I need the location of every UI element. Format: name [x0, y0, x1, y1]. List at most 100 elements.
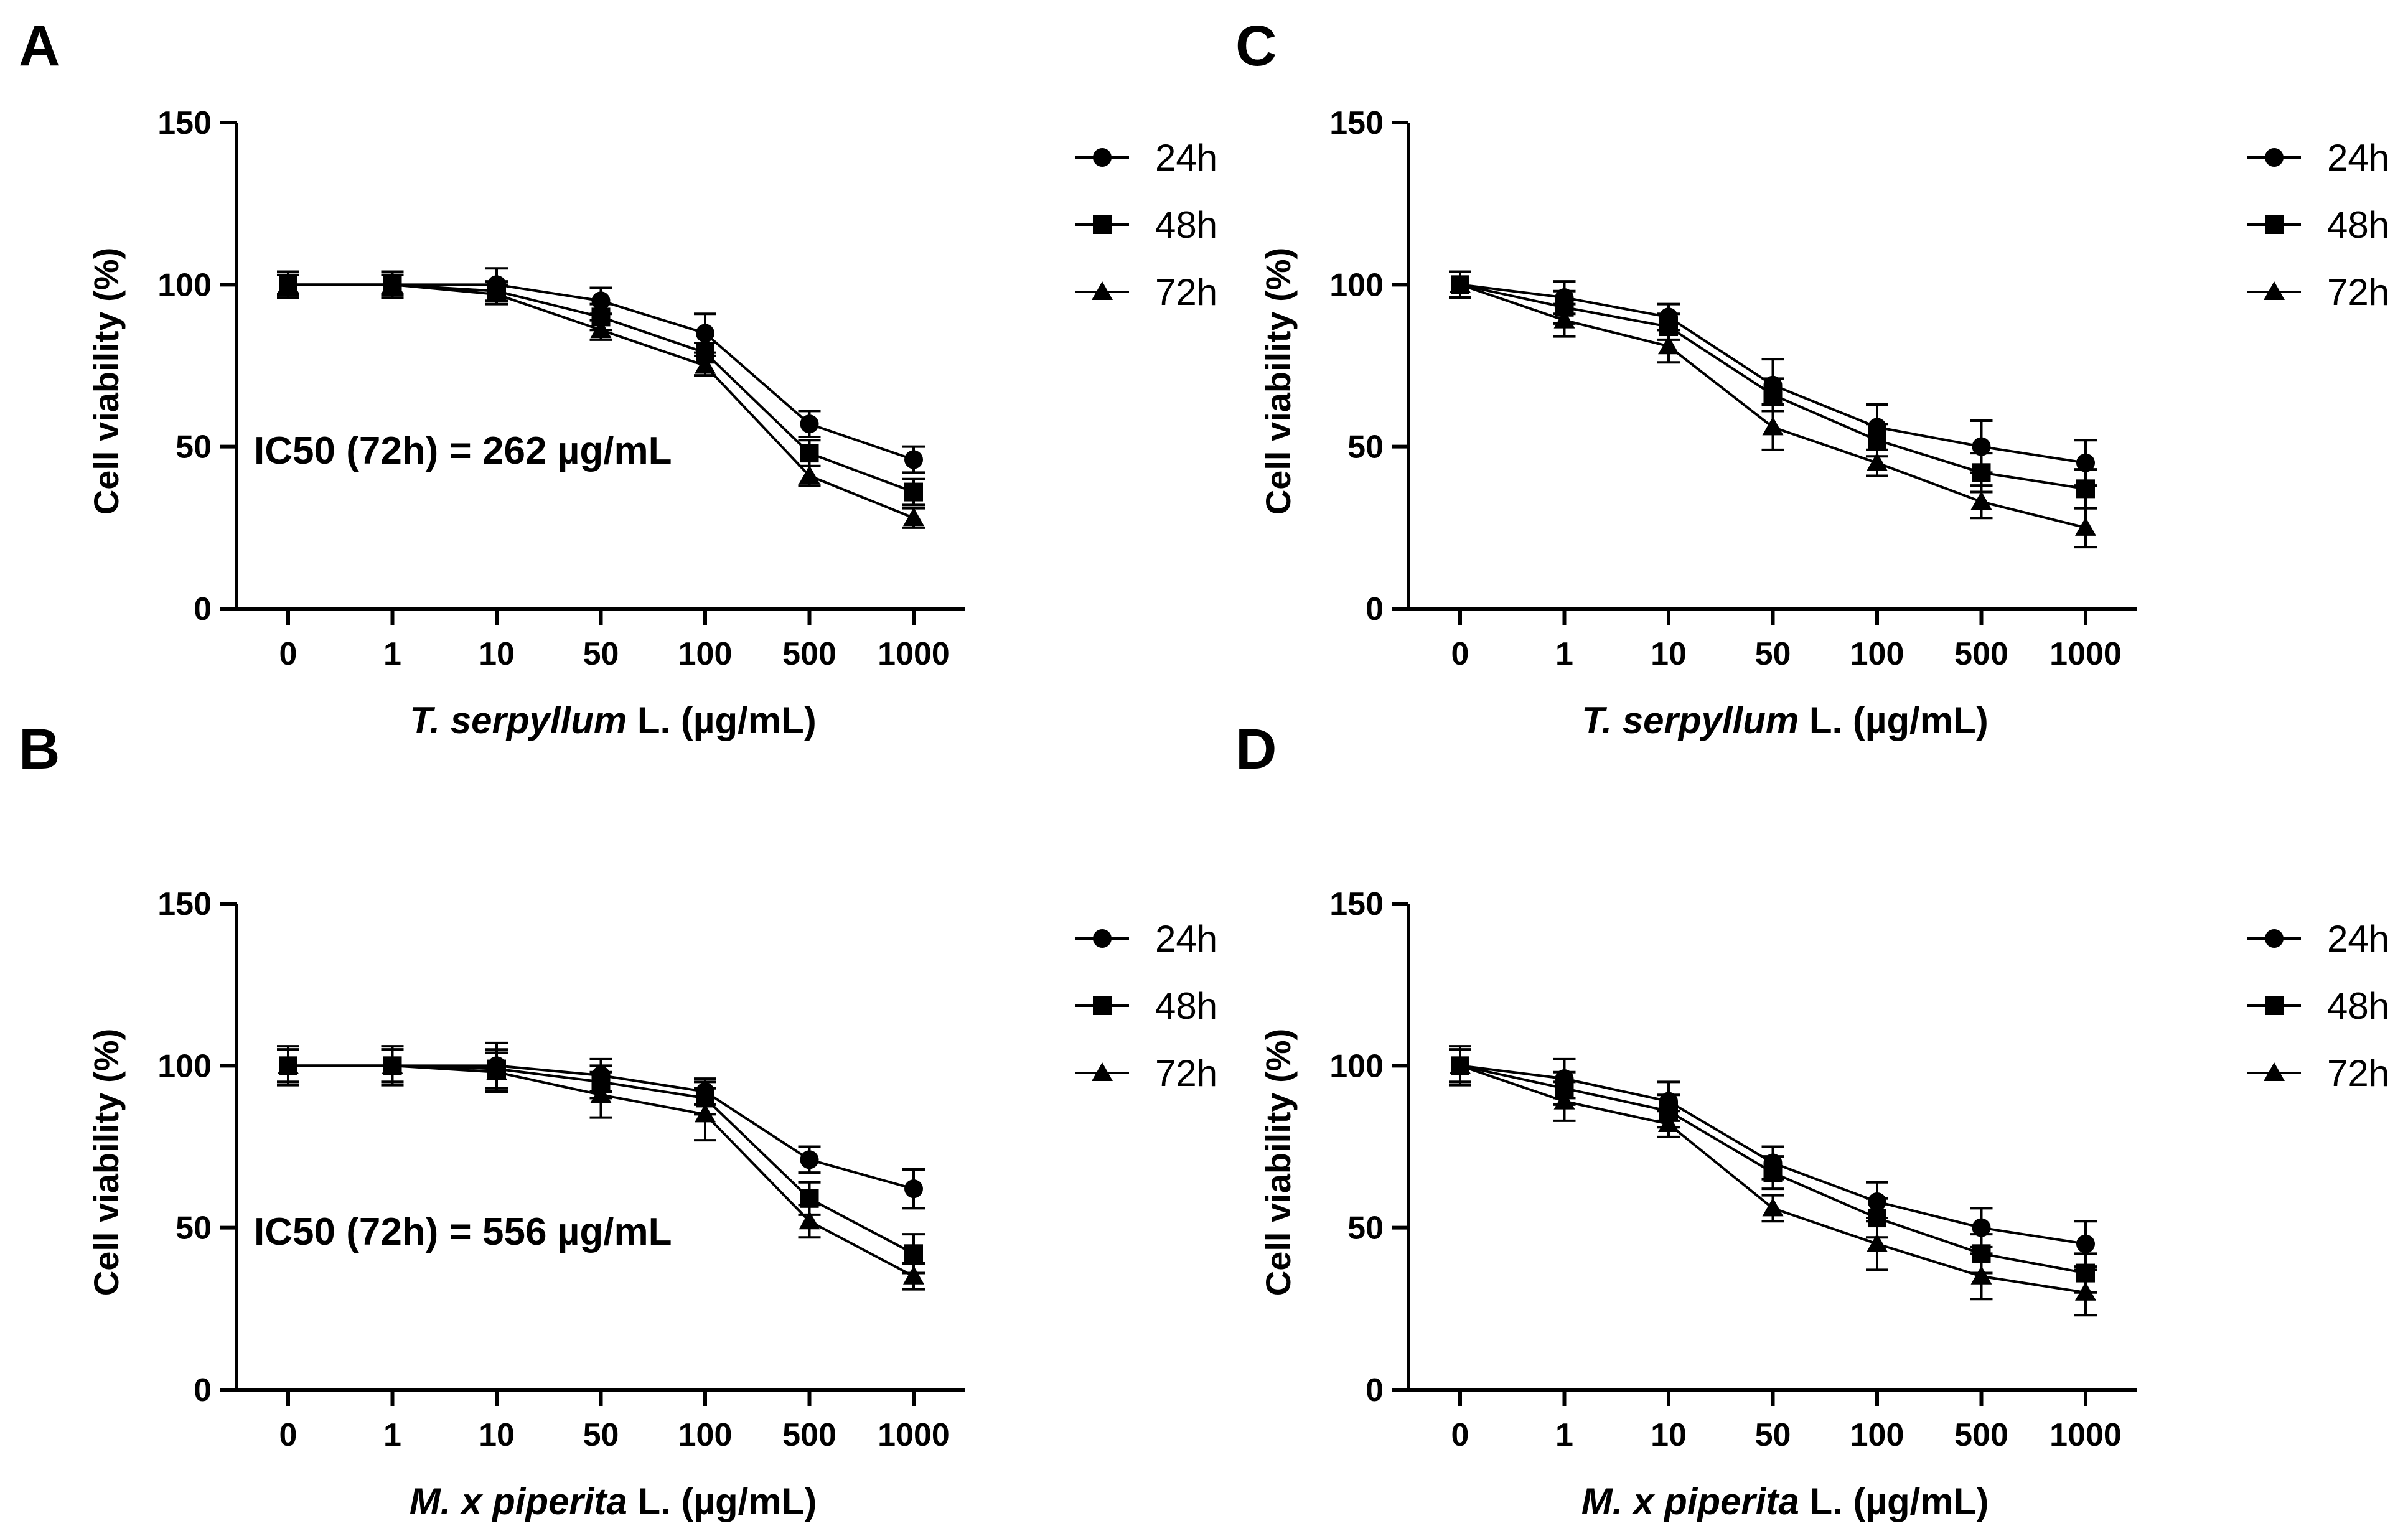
legend-marker-72h [2264, 1062, 2285, 1081]
data-point-72h [2075, 1281, 2096, 1301]
data-point-72h [1970, 1265, 1992, 1285]
legend-label: 48h [1155, 985, 1217, 1027]
data-point-72h [695, 355, 716, 374]
legend-marker-72h [2264, 281, 2285, 300]
legend-item-24h: 24h [1075, 137, 1217, 179]
legend-item-72h: 72h [1075, 271, 1217, 313]
legend-marker-24h [1093, 929, 1112, 948]
x-tick-label: 10 [479, 1417, 515, 1453]
ic50-annotation: IC50 (72h) = 262 µg/mL [254, 429, 672, 472]
data-point-72h [903, 1265, 924, 1285]
legend: 24h 48h 72h [1075, 137, 1217, 313]
x-axis-label-species: T. serpyllum [1581, 700, 1799, 741]
y-tick-label: 100 [157, 267, 212, 303]
legend: 24h 48h 72h [2247, 918, 2389, 1094]
x-tick-label: 100 [1850, 1417, 1904, 1453]
data-point-72h [903, 507, 924, 527]
y-tick-label: 0 [1366, 591, 1384, 627]
data-point-72h [799, 465, 820, 484]
legend-item-24h: 24h [2247, 137, 2389, 179]
x-tick-label: 10 [479, 636, 515, 672]
x-axis-label-species: M. x piperita [410, 1481, 627, 1522]
legend-item-24h: 24h [2247, 918, 2389, 960]
legend-marker-48h [1093, 215, 1112, 234]
data-point-72h [1762, 416, 1784, 436]
data-point-48h [904, 1244, 923, 1263]
x-tick-label: 1 [1555, 636, 1573, 672]
legend-item-48h: 48h [2247, 985, 2389, 1027]
legend-marker-24h [2265, 148, 2284, 167]
data-point-24h [1972, 437, 1991, 456]
x-tick-label: 1 [383, 1417, 401, 1453]
y-tick-label: 150 [157, 886, 212, 922]
x-tick-label: 50 [1755, 1417, 1791, 1453]
series-72h [1449, 270, 2097, 549]
y-tick-label: 50 [176, 429, 212, 466]
panel-d: D 0 50 100 150 0 1 10 50 100 500 1000 Cell viability… [1235, 718, 2389, 1522]
legend-item-72h: 72h [2247, 1052, 2389, 1094]
legend-label: 24h [1155, 137, 1217, 179]
y-tick-label: 0 [1366, 1372, 1384, 1408]
x-axis-label-units: L. (µg/mL) [1799, 700, 1989, 741]
data-point-72h [382, 1055, 403, 1074]
panel-letter: C [1235, 14, 1277, 78]
x-tick-label: 100 [678, 636, 733, 672]
panel-letter: B [19, 718, 60, 781]
data-point-72h [1553, 1090, 1575, 1110]
data-point-24h [904, 450, 923, 469]
data-point-72h [278, 274, 299, 293]
x-axis-label-species: T. serpyllum [410, 700, 627, 741]
y-axis-label: Cell viability (%) [1258, 248, 1298, 515]
data-point-24h [800, 1150, 819, 1169]
y-tick-label: 100 [1329, 1048, 1384, 1084]
data-point-72h [1970, 491, 1992, 510]
data-point-72h [382, 274, 403, 293]
y-tick-label: 50 [1347, 1210, 1384, 1247]
x-tick-label: 1 [1555, 1417, 1573, 1453]
legend-marker-48h [2265, 215, 2284, 234]
legend-label: 72h [2327, 1052, 2389, 1094]
x-tick-label: 0 [1451, 1417, 1469, 1453]
data-point-72h [590, 1084, 612, 1103]
data-point-48h [1868, 431, 1886, 450]
data-point-72h [1553, 309, 1575, 329]
legend-item-24h: 24h [1075, 918, 1217, 960]
legend-item-48h: 48h [1075, 204, 1217, 246]
data-point-48h [1763, 385, 1783, 405]
data-point-72h [1762, 1197, 1784, 1217]
x-tick-label: 0 [279, 636, 297, 672]
x-axis-label: T. serpyllum L. (µg/mL) [410, 700, 817, 741]
legend-item-72h: 72h [1075, 1052, 1217, 1094]
x-tick-label: 1 [383, 636, 401, 672]
x-tick-label: 100 [1850, 636, 1904, 672]
legend: 24h 48h 72h [1075, 918, 1217, 1094]
y-tick-label: 0 [194, 591, 212, 627]
legend-item-48h: 48h [1075, 985, 1217, 1027]
panel-letter: A [19, 14, 60, 78]
legend: 24h 48h 72h [2247, 137, 2389, 313]
data-point-24h [2076, 453, 2095, 472]
x-tick-label: 500 [1954, 1417, 2008, 1453]
x-tick-label: 0 [1451, 636, 1469, 672]
x-axis-label: M. x piperita L. (µg/mL) [1581, 1481, 1989, 1522]
data-point-24h [591, 291, 611, 311]
legend-label: 24h [1155, 918, 1217, 960]
x-tick-label: 0 [279, 1417, 297, 1453]
y-tick-label: 0 [194, 1372, 212, 1408]
legend-item-48h: 48h [2247, 204, 2389, 246]
legend-item-72h: 72h [2247, 271, 2389, 313]
data-point-72h [695, 1103, 716, 1123]
data-point-72h [486, 283, 507, 302]
data-point-72h [799, 1210, 820, 1230]
y-axis-label: Cell viability (%) [1258, 1029, 1298, 1296]
data-point-48h [2076, 479, 2095, 499]
x-tick-label: 50 [583, 1417, 619, 1453]
y-tick-label: 100 [1329, 267, 1384, 303]
y-axis-label: Cell viability (%) [87, 1029, 126, 1296]
x-tick-label: 50 [583, 636, 619, 672]
data-point-24h [2076, 1234, 2095, 1253]
data-point-72h [1867, 452, 1888, 471]
legend-marker-72h [1092, 281, 1113, 300]
legend-marker-48h [2265, 996, 2284, 1015]
data-point-72h [1450, 1055, 1471, 1074]
